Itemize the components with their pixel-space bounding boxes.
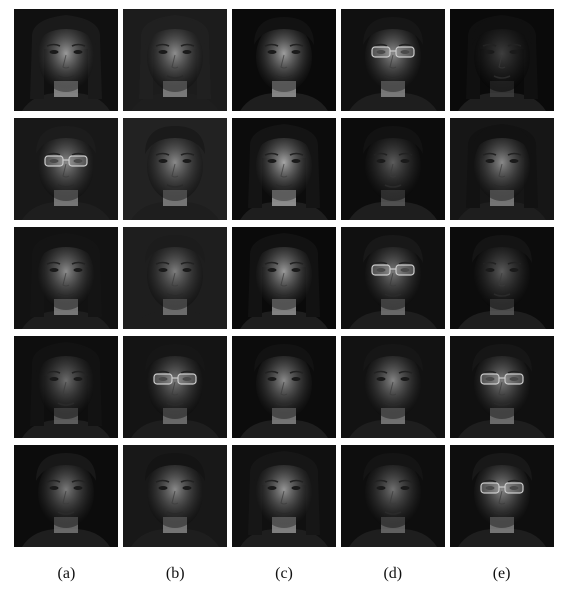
face-photo-c-2 — [231, 118, 336, 221]
face-photo-b-3 — [123, 226, 228, 329]
face-cell — [123, 226, 228, 331]
face-photo-b-1 — [123, 9, 228, 112]
face-cell — [231, 117, 337, 222]
face-photo-e-3 — [449, 226, 554, 329]
face-cell — [123, 8, 228, 113]
face-cell — [231, 8, 337, 113]
face-cell — [340, 226, 445, 331]
face-photo-b-2 — [123, 118, 228, 221]
face-cell — [14, 443, 119, 548]
face-photo-c-4 — [231, 335, 336, 438]
face-cell — [231, 443, 337, 548]
face-cell — [123, 334, 228, 439]
face-photo-c-3 — [231, 226, 336, 329]
face-photo-d-1 — [340, 9, 445, 112]
face-photo-a-5 — [14, 444, 119, 547]
face-photo-c-5 — [231, 444, 336, 547]
face-cell — [340, 334, 445, 439]
face-photo-c-1 — [231, 9, 336, 112]
face-cell — [340, 117, 445, 222]
face-grid — [14, 8, 554, 548]
column-labels: (a) (b) (c) (d) (e) — [14, 562, 554, 586]
face-photo-a-4 — [14, 335, 119, 438]
face-cell — [449, 334, 554, 439]
face-cell — [14, 226, 119, 331]
face-cell — [449, 117, 554, 222]
face-photo-a-2 — [14, 118, 119, 221]
face-photo-a-3 — [14, 226, 119, 329]
face-cell — [449, 8, 554, 113]
face-photo-d-3 — [340, 226, 445, 329]
face-photo-e-5 — [449, 444, 554, 547]
face-photo-e-2 — [449, 118, 554, 221]
face-photo-d-5 — [340, 444, 445, 547]
column-label-a: (a) — [57, 565, 76, 582]
face-photo-d-2 — [340, 118, 445, 221]
face-cell — [14, 117, 119, 222]
column-label-c: (c) — [275, 565, 293, 582]
face-photo-e-1 — [449, 9, 554, 112]
face-cell — [340, 443, 445, 548]
face-cell — [14, 334, 119, 439]
column-label-e: (e) — [492, 565, 511, 582]
face-photo-e-4 — [449, 335, 554, 438]
face-cell — [231, 226, 337, 331]
face-cell — [231, 334, 337, 439]
face-cell — [123, 443, 228, 548]
face-photo-a-1 — [14, 9, 119, 112]
column-label-d: (d) — [383, 565, 403, 582]
column-label-b: (b) — [165, 565, 185, 582]
face-photo-d-4 — [340, 335, 445, 438]
face-cell — [449, 443, 554, 548]
face-cell — [449, 226, 554, 331]
face-cell — [14, 8, 119, 113]
face-cell — [340, 8, 445, 113]
face-photo-b-4 — [123, 335, 228, 438]
face-photo-b-5 — [123, 444, 228, 547]
face-cell — [123, 117, 228, 222]
